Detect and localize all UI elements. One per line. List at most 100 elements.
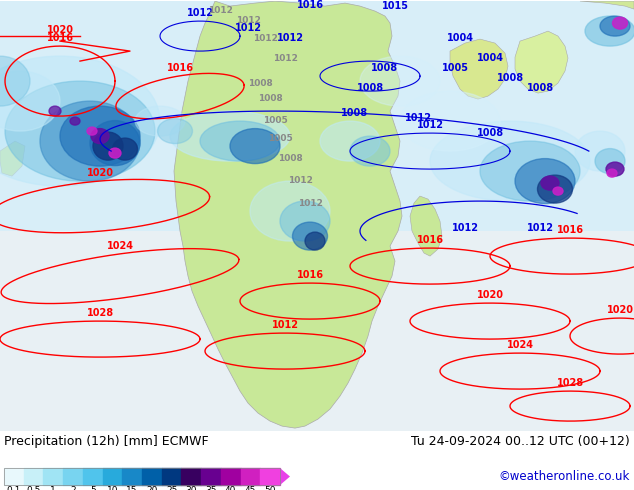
Text: 10: 10	[107, 486, 118, 490]
Text: 1016: 1016	[167, 63, 193, 73]
Polygon shape	[515, 31, 568, 93]
Polygon shape	[580, 1, 634, 9]
Bar	[63, 468, 83, 485]
Text: 1008: 1008	[526, 83, 553, 93]
Text: 1012: 1012	[276, 33, 304, 43]
Text: 20: 20	[146, 486, 157, 490]
Bar	[240, 468, 261, 485]
Ellipse shape	[112, 138, 138, 160]
Text: 0.5: 0.5	[27, 486, 41, 490]
Text: 45: 45	[245, 486, 256, 490]
Ellipse shape	[575, 131, 625, 171]
Text: 1004: 1004	[446, 33, 474, 43]
Bar	[201, 468, 221, 485]
Ellipse shape	[430, 121, 590, 201]
Bar	[103, 468, 122, 485]
Text: 1012: 1012	[297, 199, 323, 208]
Bar	[4, 468, 280, 485]
Ellipse shape	[135, 106, 185, 136]
Ellipse shape	[280, 201, 330, 241]
Text: 1004: 1004	[477, 53, 503, 63]
Text: 1016: 1016	[417, 235, 444, 245]
Text: 1008: 1008	[496, 73, 524, 83]
Text: 1016: 1016	[46, 33, 74, 43]
Ellipse shape	[600, 16, 630, 36]
Text: 1016: 1016	[297, 0, 323, 10]
Ellipse shape	[0, 71, 60, 131]
Text: 1012: 1012	[526, 223, 553, 233]
Bar	[122, 468, 142, 485]
Ellipse shape	[553, 187, 563, 195]
Text: 1008: 1008	[257, 94, 282, 103]
Text: 1020: 1020	[477, 290, 503, 300]
Ellipse shape	[200, 121, 280, 161]
Ellipse shape	[157, 119, 193, 144]
Ellipse shape	[40, 101, 140, 181]
Ellipse shape	[607, 169, 617, 177]
Ellipse shape	[595, 148, 625, 173]
Text: 1016: 1016	[297, 270, 323, 280]
Text: 1012: 1012	[271, 320, 299, 330]
Ellipse shape	[292, 222, 328, 250]
Ellipse shape	[91, 128, 109, 144]
Bar	[261, 468, 280, 485]
Text: 1012: 1012	[404, 113, 432, 123]
Text: 1016: 1016	[557, 225, 583, 235]
Ellipse shape	[49, 106, 61, 116]
Text: 1028: 1028	[557, 378, 583, 388]
Bar	[162, 468, 181, 485]
Ellipse shape	[320, 121, 380, 161]
Text: 1012: 1012	[207, 6, 233, 15]
Ellipse shape	[90, 121, 140, 166]
Polygon shape	[0, 231, 634, 431]
Polygon shape	[0, 141, 25, 176]
Ellipse shape	[541, 176, 559, 190]
Text: 1012: 1012	[186, 8, 214, 18]
Bar	[83, 468, 103, 485]
Text: 2: 2	[70, 486, 76, 490]
Ellipse shape	[250, 181, 330, 241]
Ellipse shape	[60, 106, 140, 166]
Ellipse shape	[350, 136, 390, 166]
Text: 1012: 1012	[236, 16, 261, 25]
Bar	[23, 468, 43, 485]
Text: 30: 30	[186, 486, 197, 490]
Ellipse shape	[0, 56, 160, 186]
Ellipse shape	[87, 127, 97, 135]
Text: 1012: 1012	[417, 120, 444, 130]
Ellipse shape	[360, 56, 440, 106]
Text: 1020: 1020	[607, 305, 633, 315]
Text: 1008: 1008	[248, 79, 273, 88]
Polygon shape	[450, 39, 508, 99]
Text: 40: 40	[225, 486, 236, 490]
Ellipse shape	[515, 159, 575, 203]
Bar	[181, 468, 201, 485]
Text: 25: 25	[166, 486, 178, 490]
Text: 1008: 1008	[278, 154, 302, 163]
Text: 1012: 1012	[252, 34, 278, 43]
Ellipse shape	[5, 81, 155, 181]
Bar	[142, 468, 162, 485]
Ellipse shape	[170, 111, 290, 161]
Text: 1008: 1008	[372, 63, 399, 73]
Text: 1020: 1020	[86, 168, 113, 178]
Ellipse shape	[612, 17, 628, 29]
Text: 1012: 1012	[235, 23, 261, 33]
Text: 15: 15	[126, 486, 138, 490]
Ellipse shape	[400, 91, 500, 151]
Text: 1012: 1012	[451, 223, 479, 233]
Text: 1005: 1005	[441, 63, 469, 73]
Text: 1028: 1028	[86, 308, 113, 318]
Ellipse shape	[93, 132, 123, 160]
Ellipse shape	[0, 56, 30, 106]
Ellipse shape	[606, 162, 624, 176]
Polygon shape	[410, 196, 442, 256]
Text: Tu 24-09-2024 00..12 UTC (00+12): Tu 24-09-2024 00..12 UTC (00+12)	[411, 435, 630, 448]
Polygon shape	[174, 1, 402, 428]
Text: 1005: 1005	[262, 116, 287, 125]
Ellipse shape	[538, 175, 573, 203]
Text: 1015: 1015	[382, 1, 408, 11]
Text: 1: 1	[51, 486, 56, 490]
Ellipse shape	[109, 148, 121, 158]
Polygon shape	[280, 468, 290, 485]
